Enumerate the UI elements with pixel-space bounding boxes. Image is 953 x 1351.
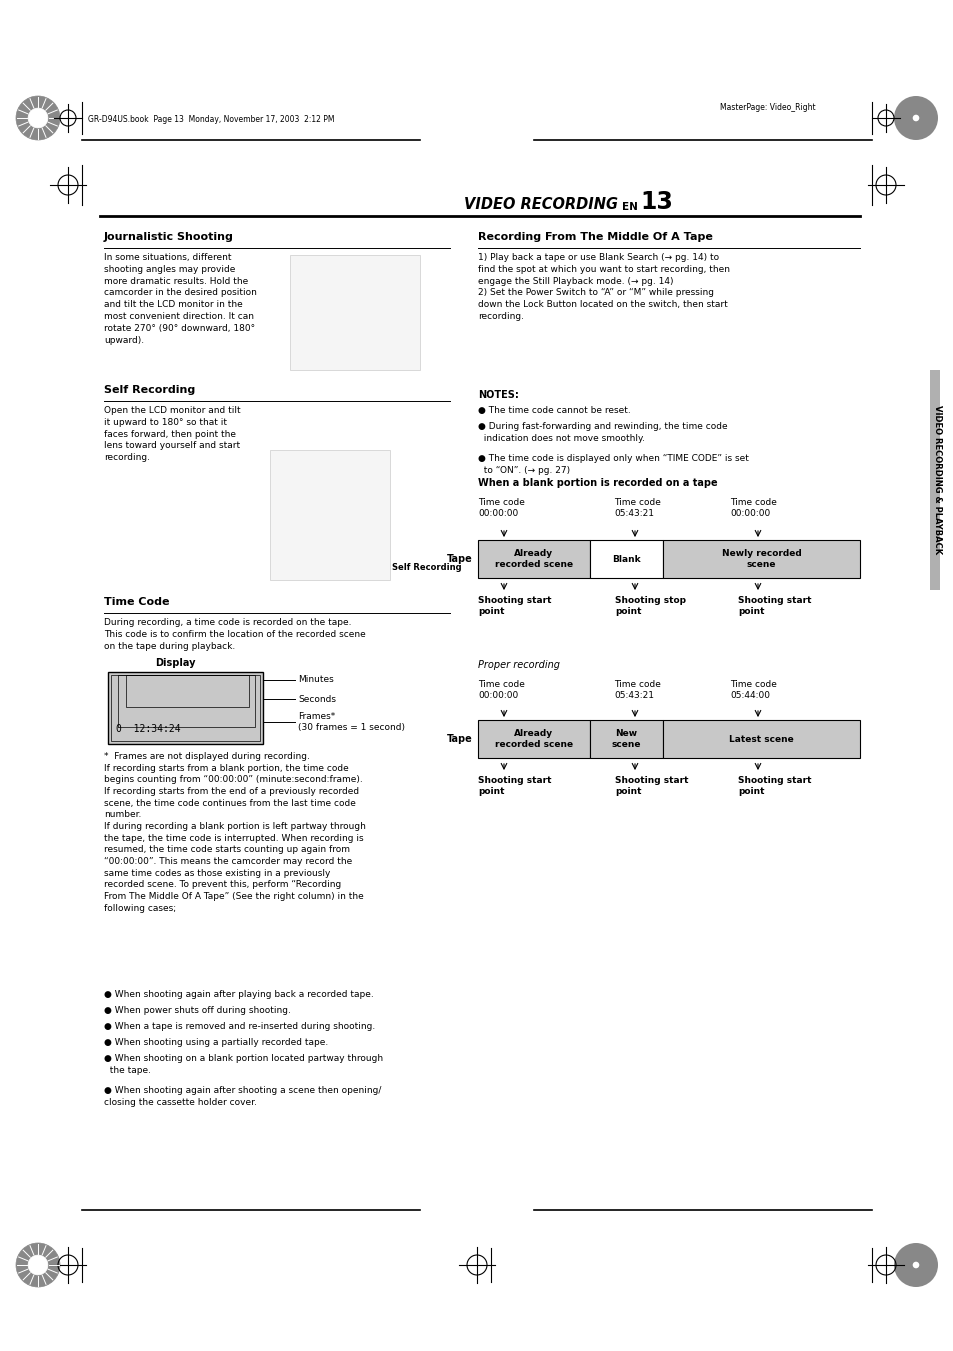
Text: ● When power shuts off during shooting.: ● When power shuts off during shooting. xyxy=(104,1006,291,1015)
Circle shape xyxy=(28,1255,48,1275)
Text: Time Code: Time Code xyxy=(104,597,170,607)
Text: Shooting start
point: Shooting start point xyxy=(477,596,551,616)
Text: Already
recorded scene: Already recorded scene xyxy=(495,550,573,569)
Text: Self Recording: Self Recording xyxy=(104,385,195,394)
Bar xyxy=(662,540,859,578)
Bar xyxy=(111,676,260,740)
Text: In some situations, different
shooting angles may provide
more dramatic results.: In some situations, different shooting a… xyxy=(104,253,256,345)
Text: ● The time code cannot be reset.: ● The time code cannot be reset. xyxy=(477,407,630,415)
Text: Time code
00:00:00: Time code 00:00:00 xyxy=(477,680,524,700)
Text: Shooting start
point: Shooting start point xyxy=(738,775,811,796)
Bar xyxy=(118,676,254,727)
Text: ● The time code is displayed only when “TIME CODE” is set
  to “ON”. (→ pg. 27): ● The time code is displayed only when “… xyxy=(477,454,748,474)
Text: During recording, a time code is recorded on the tape.
This code is to confirm t: During recording, a time code is recorde… xyxy=(104,617,365,651)
Text: Shooting start
point: Shooting start point xyxy=(738,596,811,616)
Text: Seconds: Seconds xyxy=(297,694,335,704)
Text: Already
recorded scene: Already recorded scene xyxy=(495,730,573,748)
Bar xyxy=(290,255,419,370)
Bar xyxy=(126,676,249,708)
Text: Frames*
(30 frames = 1 second): Frames* (30 frames = 1 second) xyxy=(297,712,405,732)
Text: Open the LCD monitor and tilt
it upward to 180° so that it
faces forward, then p: Open the LCD monitor and tilt it upward … xyxy=(104,407,240,462)
Text: EN: EN xyxy=(621,203,638,212)
Text: ● When shooting again after playing back a recorded tape.: ● When shooting again after playing back… xyxy=(104,990,374,998)
Text: NOTES:: NOTES: xyxy=(477,390,518,400)
Circle shape xyxy=(912,1262,919,1269)
Text: Journalistic Shooting: Journalistic Shooting xyxy=(104,232,233,242)
Text: ● When shooting again after shooting a scene then opening/
closing the cassette : ● When shooting again after shooting a s… xyxy=(104,1086,381,1106)
Text: Shooting start
point: Shooting start point xyxy=(615,775,688,796)
Text: Proper recording: Proper recording xyxy=(477,661,559,670)
Text: 1) Play back a tape or use Blank Search (→ pg. 14) to
find the spot at which you: 1) Play back a tape or use Blank Search … xyxy=(477,253,729,322)
Circle shape xyxy=(912,115,919,122)
Bar xyxy=(477,720,589,758)
Text: Tape: Tape xyxy=(447,554,473,563)
Bar xyxy=(662,720,859,758)
Text: New
scene: New scene xyxy=(611,730,640,748)
Text: Time code
05:44:00: Time code 05:44:00 xyxy=(729,680,776,700)
Circle shape xyxy=(16,1243,60,1288)
Text: Latest scene: Latest scene xyxy=(728,735,793,743)
Bar xyxy=(108,671,263,744)
Text: Time code
05:43:21: Time code 05:43:21 xyxy=(614,499,660,517)
Text: Shooting stop
point: Shooting stop point xyxy=(615,596,685,616)
Circle shape xyxy=(893,96,937,141)
Text: ● When shooting on a blank portion located partway through
  the tape.: ● When shooting on a blank portion locat… xyxy=(104,1054,383,1074)
Text: ● When a tape is removed and re-inserted during shooting.: ● When a tape is removed and re-inserted… xyxy=(104,1021,375,1031)
Text: VIDEO RECORDING & PLAYBACK: VIDEO RECORDING & PLAYBACK xyxy=(933,405,942,554)
Text: Shooting start
point: Shooting start point xyxy=(477,775,551,796)
Bar xyxy=(270,450,390,580)
Text: ● During fast-forwarding and rewinding, the time code
  indication does not move: ● During fast-forwarding and rewinding, … xyxy=(477,422,727,443)
Text: Tape: Tape xyxy=(447,734,473,744)
Text: Minutes: Minutes xyxy=(297,676,334,685)
Text: Blank: Blank xyxy=(612,554,640,563)
Text: 0  12:34:24: 0 12:34:24 xyxy=(116,724,180,734)
Text: Recording From The Middle Of A Tape: Recording From The Middle Of A Tape xyxy=(477,232,712,242)
Bar xyxy=(929,370,939,590)
Text: VIDEO RECORDING: VIDEO RECORDING xyxy=(463,197,618,212)
Text: Self Recording: Self Recording xyxy=(392,563,461,571)
Text: Time code
05:43:21: Time code 05:43:21 xyxy=(614,680,660,700)
Text: Newly recorded
scene: Newly recorded scene xyxy=(720,550,801,569)
Text: When a blank portion is recorded on a tape: When a blank portion is recorded on a ta… xyxy=(477,478,717,488)
Text: 13: 13 xyxy=(639,190,672,213)
Text: Display: Display xyxy=(154,658,195,667)
Bar xyxy=(589,720,662,758)
Text: ● When shooting using a partially recorded tape.: ● When shooting using a partially record… xyxy=(104,1038,328,1047)
Text: Time code
00:00:00: Time code 00:00:00 xyxy=(477,499,524,517)
Text: Time code
00:00:00: Time code 00:00:00 xyxy=(729,499,776,517)
Text: GR-D94US.book  Page 13  Monday, November 17, 2003  2:12 PM: GR-D94US.book Page 13 Monday, November 1… xyxy=(88,115,335,124)
Circle shape xyxy=(16,96,60,141)
Text: MasterPage: Video_Right: MasterPage: Video_Right xyxy=(720,104,815,112)
Bar xyxy=(477,540,589,578)
Bar xyxy=(589,540,662,578)
Circle shape xyxy=(893,1243,937,1288)
Circle shape xyxy=(28,108,48,128)
Text: *  Frames are not displayed during recording.
If recording starts from a blank p: * Frames are not displayed during record… xyxy=(104,753,366,912)
